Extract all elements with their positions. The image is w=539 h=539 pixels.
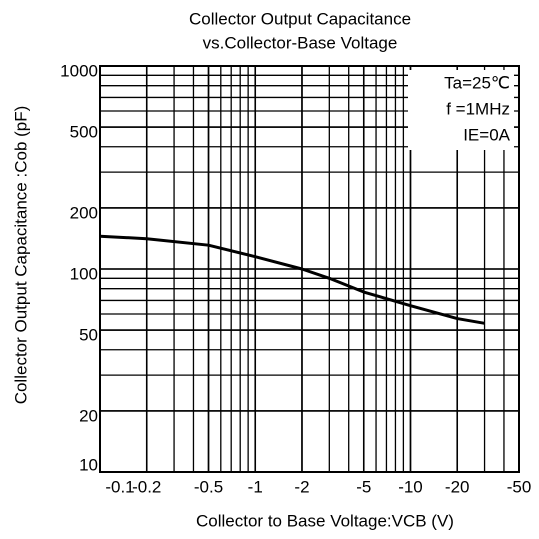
y-tick-label: 1000 (60, 61, 98, 80)
y-tick-label: 10 (79, 455, 98, 474)
x-tick-label: -20 (445, 477, 470, 496)
x-tick-label: -5 (356, 477, 371, 496)
y-tick-label: 50 (79, 326, 98, 345)
chart-title: Collector Output Capacitance (189, 9, 411, 28)
x-tick-label: -1 (248, 477, 263, 496)
y-tick-label: 500 (70, 123, 98, 142)
x-tick-label: -50 (507, 477, 532, 496)
annotation-box (408, 70, 514, 150)
data-line (99, 234, 485, 325)
plot-frame (99, 65, 520, 473)
annotation: f =1MHz (446, 99, 510, 118)
chart-subtitle: vs.Collector-Base Voltage (203, 33, 398, 52)
annotation: IE=0A (463, 125, 510, 144)
y-axis-label: Collector Output Capacitance :Cob (pF) (11, 106, 30, 405)
x-axis-label: Collector to Base Voltage:VCB (V) (196, 511, 454, 530)
x-tick-label: -2 (294, 477, 309, 496)
y-tick-label: 20 (79, 406, 98, 425)
annotation: Ta=25℃ (444, 73, 510, 92)
y-tick-label: 200 (70, 203, 98, 222)
x-tick-label: -0.1 (105, 477, 134, 496)
y-tick-label: 100 (70, 264, 98, 283)
x-tick-label: -0.2 (132, 477, 161, 496)
x-tick-label: -10 (398, 477, 423, 496)
x-tick-label: -0.5 (194, 477, 223, 496)
